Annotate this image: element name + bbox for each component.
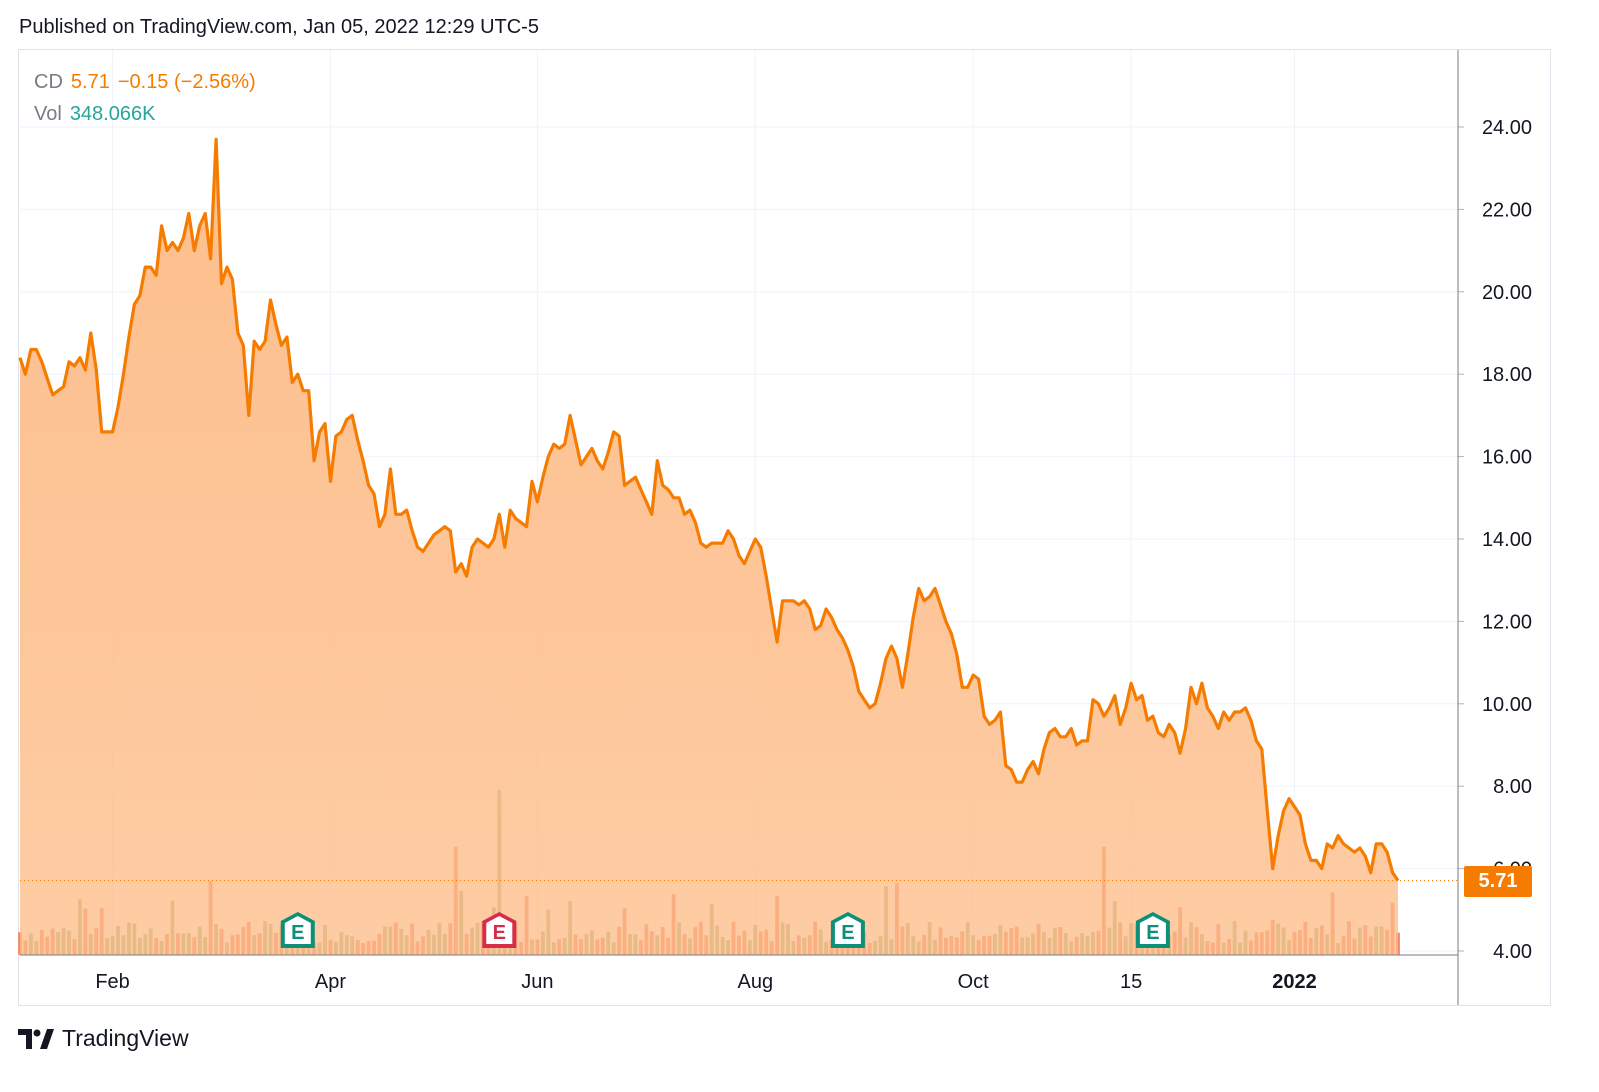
y-tick-label: 18.00 (1482, 364, 1532, 386)
x-tick-label-apr: Apr (315, 971, 346, 993)
legend-price: 5.71 (70, 71, 110, 93)
earnings-marker-label: E (493, 922, 506, 944)
tradingview-logo-icon (18, 1028, 54, 1049)
x-tick-label-jun: Jun (521, 971, 553, 993)
footer-logo[interactable]: TradingView (18, 1025, 189, 1052)
published-header: Published on TradingView.com, Jan 05, 20… (19, 16, 539, 38)
price-line (18, 137, 1400, 882)
y-tick-label: 12.00 (1482, 611, 1532, 633)
earnings-marker[interactable]: E (830, 912, 865, 948)
legend-symbol: CD (34, 71, 63, 93)
x-tick-label-aug: Aug (737, 971, 773, 993)
earnings-marker[interactable]: E (482, 912, 517, 948)
earnings-marker[interactable]: E (1135, 912, 1170, 948)
earnings-marker-label: E (1146, 922, 1159, 944)
y-tick-label: 16.00 (1482, 447, 1532, 469)
y-tick-label: 4.00 (1493, 941, 1532, 963)
time-axis: Feb Apr Jun Aug Oct 15 2022 (20, 954, 1458, 993)
x-tick-label-feb: Feb (95, 971, 129, 993)
legend-vol-value: 348.066K (69, 103, 156, 125)
earnings-marker[interactable]: E (280, 912, 315, 948)
x-tick-label-oct: Oct (958, 971, 990, 993)
legend-vol-label: Vol (34, 103, 62, 125)
legend-volume-row: Vol 348.066K (34, 98, 264, 130)
price-area-fill (20, 139, 1398, 955)
earnings-marker-label: E (841, 922, 854, 944)
legend-change: −0.15 (−2.56%) (117, 71, 256, 93)
chart-legend: CD 5.71 −0.15 (−2.56%) Vol 348.066K (34, 66, 264, 130)
x-tick-label-15: 15 (1120, 971, 1142, 993)
legend-price-row: CD 5.71 −0.15 (−2.56%) (34, 66, 264, 98)
y-tick-label: 20.00 (1482, 282, 1532, 304)
y-tick-label: 10.00 (1482, 694, 1532, 716)
y-tick-label: 14.00 (1482, 529, 1532, 551)
chart-frame[interactable] (18, 49, 1551, 1006)
footer-brand: TradingView (62, 1025, 189, 1051)
y-tick-label: 8.00 (1493, 776, 1532, 798)
x-tick-label-2022: 2022 (1272, 971, 1317, 993)
y-tick-label: 22.00 (1482, 199, 1532, 221)
earnings-marker-label: E (291, 922, 304, 944)
price-axis: 24.00 22.00 20.00 18.00 16.00 14.00 12.00 10.00… (1457, 50, 1532, 1005)
price-area (18, 137, 1458, 955)
last-price-label: 5.71 (1464, 866, 1532, 897)
y-tick-label: 24.00 (1482, 117, 1532, 139)
